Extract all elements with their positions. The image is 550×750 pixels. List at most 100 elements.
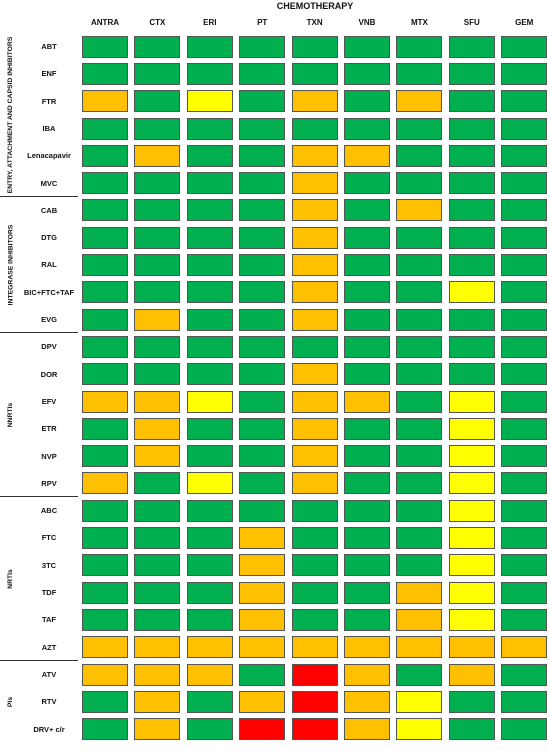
interaction-cell [239, 35, 286, 58]
interaction-cell [291, 636, 338, 659]
interaction-cell [396, 445, 443, 468]
row-label: AZT [41, 642, 57, 652]
interaction-cell [291, 472, 338, 495]
interaction-cell [291, 172, 338, 195]
interaction-cell [239, 499, 286, 522]
row-label: RTV [41, 697, 57, 707]
interaction-cell [186, 254, 233, 277]
interaction-cell [344, 499, 390, 522]
interaction-cell [82, 281, 128, 304]
interaction-cell [448, 718, 495, 741]
interaction-cell [239, 254, 286, 277]
row-label: EFV [41, 396, 57, 406]
interaction-cell [82, 117, 128, 140]
interaction-cell [291, 690, 338, 713]
row-label: ABT [41, 42, 57, 51]
interaction-cell [134, 608, 181, 631]
interaction-cell [344, 363, 390, 386]
group-divider [0, 659, 78, 661]
interaction-cell [239, 199, 286, 222]
interaction-cell [448, 499, 495, 522]
column-header-antra: ANTRA [91, 18, 119, 27]
interaction-cell [134, 117, 181, 140]
interaction-cell [396, 718, 443, 741]
interaction-cell [186, 199, 233, 222]
interaction-cell [186, 445, 233, 468]
row-label: RPV [41, 478, 57, 488]
interaction-cell [396, 90, 443, 113]
interaction-cell [448, 226, 495, 249]
interaction-cell [501, 636, 548, 659]
row-label: DTG [41, 233, 57, 243]
interaction-cell [134, 472, 181, 495]
interaction-cell [134, 308, 181, 331]
interaction-cell [501, 527, 548, 550]
group-label: INTEGRASE INHIBITORS [7, 224, 14, 306]
interaction-cell [396, 62, 443, 85]
interaction-cell [501, 445, 548, 468]
interaction-cell [291, 363, 338, 386]
interaction-cell [396, 308, 443, 331]
interaction-cell [186, 690, 233, 713]
interaction-cell [396, 363, 443, 386]
interaction-cell [82, 663, 128, 686]
interaction-cell [239, 472, 286, 495]
interaction-cell [344, 390, 390, 413]
interaction-cell [239, 718, 286, 741]
interaction-cell [82, 390, 128, 413]
interaction-cell [396, 281, 443, 304]
interaction-cell [239, 172, 286, 195]
interaction-cell [448, 199, 495, 222]
interaction-cell [134, 226, 181, 249]
interaction-cell [134, 35, 181, 58]
interaction-cell [501, 117, 548, 140]
interaction-cell [186, 390, 233, 413]
interaction-cell [501, 335, 548, 358]
interaction-cell [186, 554, 233, 577]
interaction-cell [239, 62, 286, 85]
column-header-vnb: VNB [358, 18, 376, 27]
interaction-cell [448, 417, 495, 440]
interaction-cell [291, 199, 338, 222]
interaction-cell [82, 62, 128, 85]
interaction-cell [134, 90, 181, 113]
interaction-cell [501, 199, 548, 222]
interaction-cell [291, 335, 338, 358]
interaction-cell [239, 281, 286, 304]
interaction-cell [186, 335, 233, 358]
interaction-cell [239, 90, 286, 113]
interaction-cell [501, 226, 548, 249]
interaction-cell [344, 144, 390, 167]
interaction-cell [344, 281, 390, 304]
interaction-cell [344, 472, 390, 495]
interaction-cell [291, 527, 338, 550]
interaction-cell [186, 581, 233, 604]
interaction-cell [82, 144, 128, 167]
row-label: CAB [40, 205, 58, 215]
interaction-cell [291, 581, 338, 604]
interaction-cell [501, 363, 548, 386]
interaction-cell [448, 527, 495, 550]
interaction-cell [291, 663, 338, 686]
interaction-cell [134, 499, 181, 522]
interaction-cell [186, 608, 233, 631]
row-label: FTR [41, 96, 57, 106]
interaction-cell [501, 718, 548, 741]
interaction-cell [501, 581, 548, 604]
interaction-cell [239, 554, 286, 577]
interaction-cell [239, 226, 286, 249]
interaction-cell [291, 35, 338, 58]
interaction-cell [501, 308, 548, 331]
interaction-cell [448, 144, 495, 167]
interaction-cell [186, 527, 233, 550]
interaction-cell [501, 35, 548, 58]
interaction-cell [134, 199, 181, 222]
interaction-cell [134, 281, 181, 304]
column-header-gem: GEM [515, 18, 534, 27]
interaction-cell [134, 335, 181, 358]
row-label: RAL [41, 260, 57, 270]
interaction-cell [291, 117, 338, 140]
interaction-cell [396, 199, 443, 222]
interaction-cell [501, 281, 548, 304]
interaction-cell [291, 90, 338, 113]
